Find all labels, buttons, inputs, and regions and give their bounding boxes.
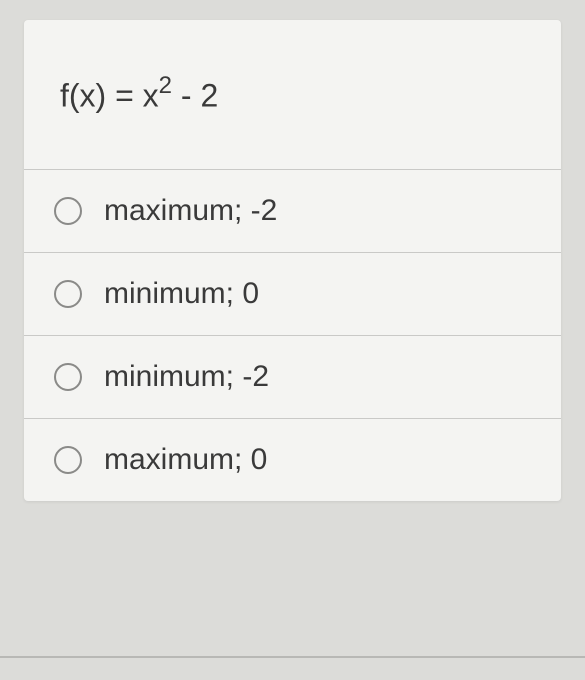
option-row[interactable]: maximum; -2	[24, 170, 561, 253]
equation-suffix: - 2	[172, 78, 218, 114]
option-row[interactable]: minimum; -2	[24, 336, 561, 419]
options-list: maximum; -2 minimum; 0 minimum; -2 maxim…	[24, 169, 561, 501]
bottom-divider	[0, 656, 585, 658]
option-row[interactable]: minimum; 0	[24, 253, 561, 336]
equation-text: f(x) = x2 - 2	[60, 74, 218, 115]
radio-icon[interactable]	[54, 363, 82, 391]
question-card: f(x) = x2 - 2 maximum; -2 minimum; 0 min…	[24, 20, 561, 501]
radio-icon[interactable]	[54, 446, 82, 474]
radio-icon[interactable]	[54, 197, 82, 225]
equation-prefix: f(x) = x	[60, 78, 159, 114]
radio-icon[interactable]	[54, 280, 82, 308]
question-stem: f(x) = x2 - 2	[24, 20, 561, 169]
option-label: maximum; 0	[104, 443, 267, 477]
option-row[interactable]: maximum; 0	[24, 419, 561, 501]
option-label: minimum; -2	[104, 360, 269, 394]
option-label: maximum; -2	[104, 194, 277, 228]
option-label: minimum; 0	[104, 277, 259, 311]
equation-exponent: 2	[159, 72, 172, 99]
